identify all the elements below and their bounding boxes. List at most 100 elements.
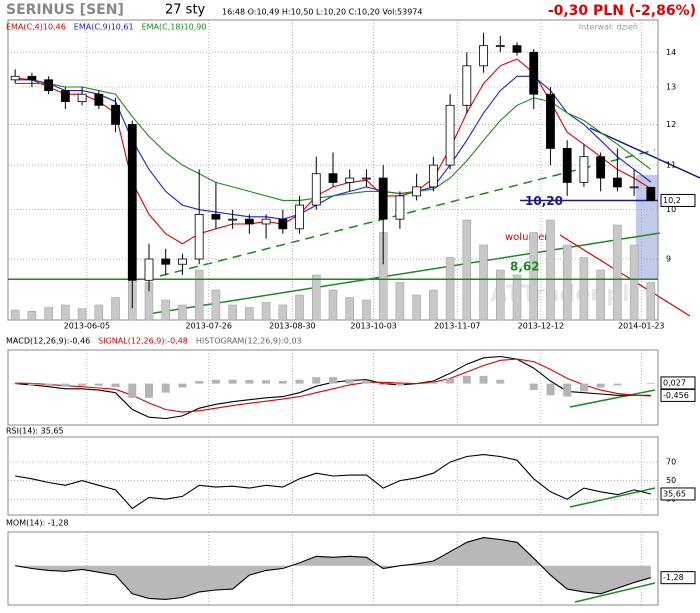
candle-body — [144, 258, 154, 281]
histogram-bar — [596, 383, 605, 388]
y-tick-label: 11 — [666, 161, 676, 170]
candle-body — [10, 75, 20, 81]
legend-entry: SIGNAL(12,26,9):-0,48 — [98, 337, 188, 346]
legend-entry: MOM(14): -1,28 — [6, 519, 68, 528]
histogram-bar — [329, 377, 337, 384]
volume-bar — [161, 299, 170, 321]
candle-body — [211, 214, 221, 220]
candle-body — [646, 186, 656, 201]
value-tag-label: -0,456 — [663, 391, 689, 400]
area — [15, 537, 651, 600]
histogram-bar — [395, 383, 404, 386]
watermark: ATTrader.pl — [490, 282, 629, 307]
volume-bar — [295, 294, 304, 321]
volume-bar — [194, 269, 204, 321]
candle-body — [596, 156, 606, 179]
ema-line — [15, 82, 652, 201]
histogram-bar — [496, 379, 505, 384]
candle-body — [178, 258, 187, 265]
histogram-bar — [379, 383, 388, 385]
quote-line: 16:48 O:10,49 H:10,50 L:10,20 C:10,20 Vo… — [222, 8, 423, 17]
volume-bar — [328, 289, 338, 321]
candle-body — [546, 93, 555, 149]
volume-bar — [613, 224, 622, 321]
histogram-bar — [462, 375, 471, 384]
volume-bar — [94, 304, 104, 321]
volume-bar — [61, 304, 70, 321]
value-tag-label: 10,2 — [663, 196, 681, 205]
candle-body — [161, 258, 171, 265]
candle-body — [428, 164, 438, 188]
interval-label: Interwał: dzień — [579, 23, 638, 32]
candle-body — [111, 104, 120, 125]
histogram-bar — [529, 383, 538, 391]
candle-body — [495, 45, 505, 48]
candle-body — [261, 218, 271, 225]
histogram-bar — [94, 383, 103, 386]
value-tag — [660, 376, 696, 390]
legend-entry: MACD(12,26,9):-0,46 — [6, 337, 90, 346]
trend-line — [574, 582, 656, 603]
candle-body — [512, 45, 522, 53]
volume-bar — [479, 244, 488, 321]
candle-body — [194, 214, 204, 260]
y-tick-label: 9 — [666, 255, 671, 264]
volume-bar — [646, 282, 656, 321]
volume-bar — [178, 304, 187, 321]
volume-bar — [228, 304, 237, 321]
level-label: 8,62 — [510, 260, 540, 274]
volume-bar — [312, 274, 321, 321]
candle-body — [328, 173, 338, 183]
y-tick-label: 14 — [666, 48, 676, 57]
value-tag — [660, 487, 696, 501]
candle-body — [562, 148, 572, 183]
candle-body — [479, 45, 488, 67]
x-tick-label: 2014-01-23 — [618, 322, 665, 331]
candle-body — [612, 177, 622, 188]
volume-bar — [27, 311, 37, 321]
volume-bar — [429, 289, 438, 321]
ticker-title: SERINUS [SEN] — [6, 2, 124, 18]
legend-entry: EMA(C,9)10,61 — [74, 23, 134, 32]
value-tag-label: 0,027 — [663, 378, 686, 387]
candle-body — [579, 156, 589, 183]
histogram-bar — [429, 382, 438, 384]
level-label: 10,20 — [525, 194, 563, 208]
histogram-bar — [27, 383, 36, 386]
panel-frame — [7, 531, 659, 606]
volume-bar — [596, 269, 605, 321]
x-tick-label: 2013-08-30 — [269, 322, 316, 331]
histogram-bar — [262, 380, 271, 384]
histogram-bar — [245, 380, 254, 384]
legend-entry: RSI(14): 35,65 — [6, 427, 64, 436]
volume-highlight — [636, 175, 658, 280]
histogram-bar — [546, 383, 555, 396]
x-tick-label: 2013-06-05 — [64, 322, 111, 331]
histogram-bar — [195, 381, 204, 384]
candle-body — [362, 177, 371, 180]
candle-body — [94, 93, 104, 106]
candle-body — [629, 186, 639, 189]
histogram-bar — [61, 383, 70, 387]
histogram-bar — [613, 383, 622, 386]
volume-bar — [562, 244, 572, 321]
volume-bar — [579, 257, 589, 321]
candle-body — [462, 65, 472, 106]
y-tick-label: 70 — [666, 458, 676, 467]
y-tick-label: 10 — [666, 205, 676, 214]
histogram-bar — [278, 381, 287, 384]
histogram-bar — [312, 377, 321, 384]
candle-body — [127, 124, 137, 281]
legend-entry: EMA(C,4)10,46 — [6, 23, 66, 32]
volume-bar — [44, 307, 53, 321]
candle-body — [345, 177, 355, 183]
histogram-bar — [295, 379, 304, 384]
histogram-bar — [563, 383, 572, 397]
volume-bar — [462, 219, 472, 321]
candle-body — [445, 104, 455, 166]
histogram-bar — [144, 383, 153, 398]
candle-body — [378, 177, 388, 220]
candle-body — [77, 93, 87, 102]
volume-bar — [629, 244, 639, 321]
